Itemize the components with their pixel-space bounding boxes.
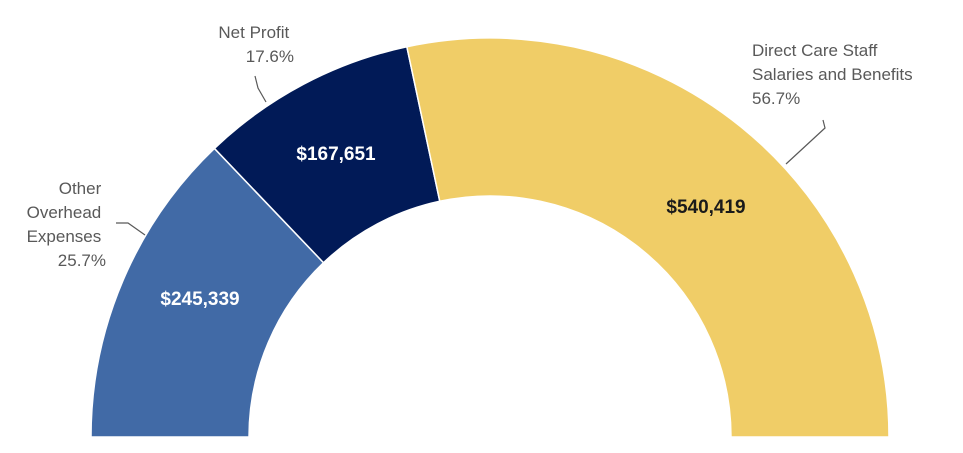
- value-label-net-profit: $167,651: [296, 144, 376, 165]
- slice-direct-care: [405, 37, 890, 438]
- value-label-direct-care: $540,419: [666, 197, 745, 218]
- leader-line-other-overhead: [116, 222, 146, 236]
- leader-line-direct-care: [785, 119, 826, 165]
- value-label-other-overhead: $245,339: [160, 289, 239, 310]
- category-label-net-profit: Net Profit 17.6%: [218, 23, 294, 66]
- leader-line-net-profit: [254, 75, 267, 103]
- category-label-other-overhead: Other Overhead Expenses 25.7%: [27, 179, 106, 270]
- category-label-direct-care: Direct Care Staff Salaries and Benefits …: [752, 41, 917, 108]
